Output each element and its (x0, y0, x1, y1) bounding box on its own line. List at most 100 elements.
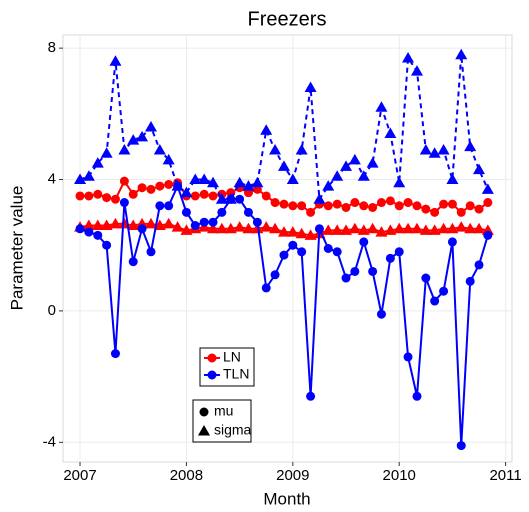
triangle-marker (144, 120, 157, 132)
triangle-marker (295, 227, 308, 239)
circle-marker (332, 247, 342, 257)
triangle-marker (410, 222, 423, 234)
x-axis-title: Month (263, 489, 310, 508)
circle-marker (412, 391, 422, 401)
triangle-marker (437, 143, 450, 155)
triangle-marker (384, 127, 397, 139)
legend-label: sigma (214, 422, 252, 438)
circle-marker (394, 247, 404, 257)
circle-marker (341, 273, 351, 283)
triangle-marker (162, 153, 175, 165)
triangle-marker (162, 217, 175, 229)
triangle-marker (286, 226, 299, 237)
circle-marker (430, 296, 440, 306)
triangle-marker (322, 180, 335, 191)
circle-marker (430, 207, 440, 217)
triangle-marker (109, 55, 122, 66)
circle-marker (146, 184, 156, 194)
circle-marker (84, 227, 94, 237)
y-tick-label: 4 (48, 170, 56, 187)
circle-marker (270, 270, 280, 280)
triangle-marker (419, 143, 432, 155)
triangle-marker (207, 176, 220, 188)
circle-marker (190, 191, 200, 201)
circle-marker (350, 198, 360, 208)
circle-marker (261, 283, 271, 293)
triangle-marker (171, 180, 184, 191)
circle-marker (323, 244, 333, 253)
circle-marker (465, 276, 475, 286)
circle-marker (279, 250, 289, 260)
triangle-marker (366, 157, 379, 168)
triangle-marker (393, 176, 406, 188)
circle-marker (243, 207, 253, 217)
circle-marker (306, 207, 316, 217)
circle-marker (439, 199, 449, 209)
circle-marker (252, 217, 262, 227)
circle-marker (421, 273, 431, 283)
circle-marker (235, 194, 245, 204)
circle-marker (155, 181, 165, 191)
circle-marker (403, 352, 413, 362)
circle-marker (102, 193, 112, 203)
triangle-marker (144, 217, 157, 229)
triangle-marker (198, 425, 210, 436)
triangle-marker (428, 147, 441, 158)
triangle-marker (331, 224, 344, 235)
circle-marker (297, 201, 307, 211)
triangle-marker (366, 222, 379, 234)
circle-marker (368, 266, 378, 276)
triangle-marker (127, 219, 140, 231)
triangle-marker (340, 224, 353, 235)
circle-marker (128, 189, 138, 199)
circle-marker (483, 230, 493, 240)
triangle-marker (233, 221, 246, 232)
triangle-marker (251, 176, 264, 188)
circle-marker (421, 204, 431, 214)
triangle-marker (242, 222, 255, 234)
circle-marker (261, 191, 271, 201)
circle-marker (332, 199, 342, 209)
triangle-marker (419, 224, 432, 235)
triangle-marker (348, 222, 361, 234)
circle-marker (190, 221, 200, 231)
triangle-marker (357, 224, 370, 235)
circle-marker (208, 217, 218, 227)
triangle-marker (473, 163, 486, 175)
triangle-marker (91, 219, 104, 231)
triangle-marker (348, 153, 361, 165)
circle-marker (146, 247, 156, 257)
triangle-marker (402, 222, 415, 234)
circle-marker (102, 240, 112, 250)
triangle-marker (473, 222, 486, 234)
triangle-marker (224, 222, 237, 234)
triangle-marker (91, 157, 104, 168)
triangle-marker (153, 219, 166, 231)
circle-marker (474, 260, 484, 270)
circle-marker (368, 202, 378, 212)
triangle-marker (269, 143, 282, 155)
circle-marker (314, 224, 324, 234)
circle-marker (376, 198, 386, 208)
circle-marker (155, 201, 165, 211)
circle-marker (110, 349, 120, 359)
triangle-marker (242, 180, 255, 191)
triangle-marker (464, 140, 477, 152)
circle-marker (208, 191, 218, 201)
circle-marker (137, 183, 147, 193)
circle-marker (385, 253, 395, 263)
triangle-marker (233, 176, 246, 188)
circle-marker (217, 207, 227, 217)
circle-marker (199, 217, 209, 227)
triangle-marker (286, 173, 299, 185)
triangle-marker (428, 224, 441, 235)
circle-marker (297, 247, 307, 257)
triangle-marker (455, 48, 468, 60)
triangle-marker (74, 173, 87, 185)
triangle-marker (464, 222, 477, 234)
circle-marker (93, 189, 103, 199)
circle-marker (119, 176, 129, 186)
circle-marker (474, 204, 484, 214)
circle-marker (483, 198, 493, 208)
